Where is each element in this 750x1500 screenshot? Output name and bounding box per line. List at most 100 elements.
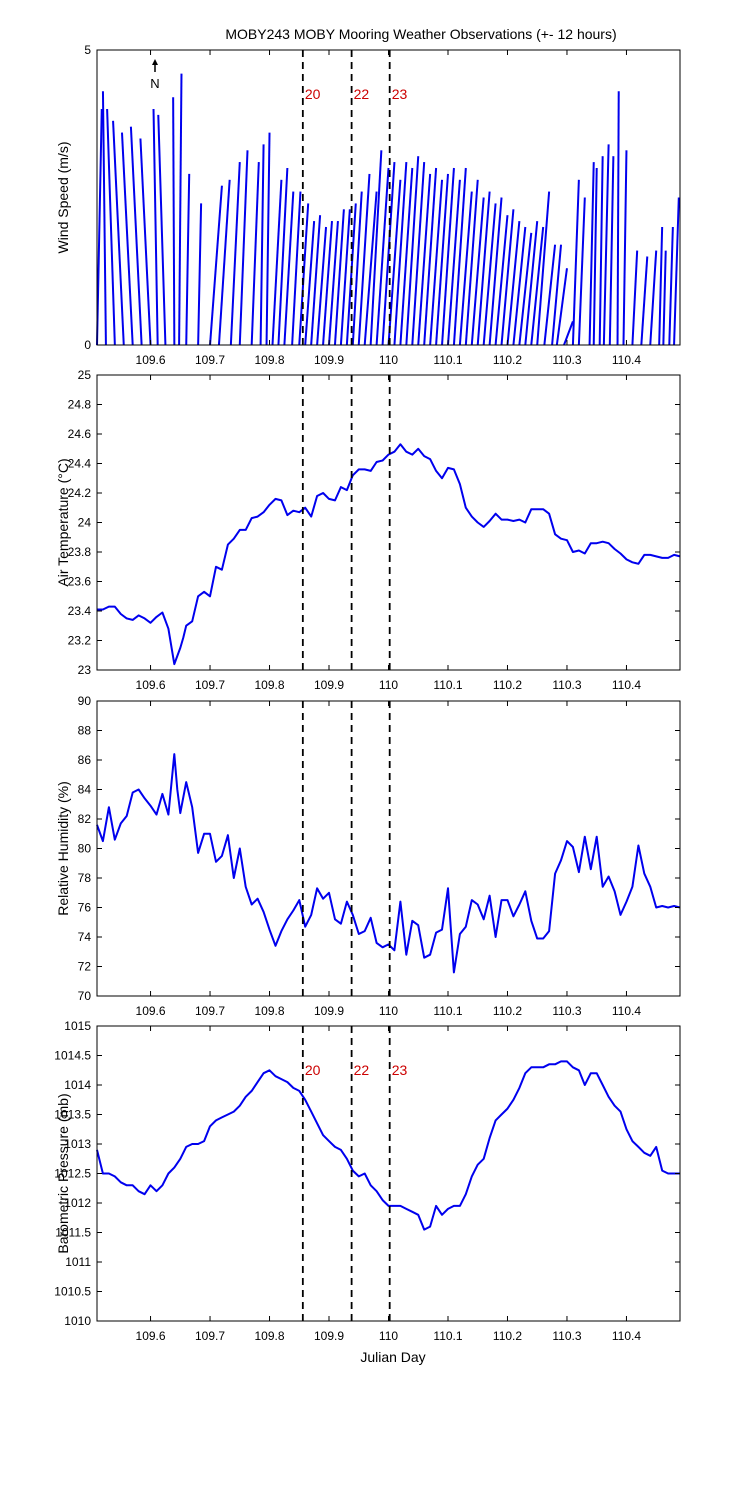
wind-stick-6 — [139, 138, 152, 346]
wind-speed-plot-area — [97, 50, 680, 345]
relative-humidity-xtick-label: 110.2 — [493, 1004, 522, 1018]
air-temperature-ylabel: Air Temperature (°C) — [55, 458, 71, 586]
air-temperature-ytick-label: 24.4 — [68, 457, 92, 471]
air-temperature-ytick-label: 25 — [78, 368, 92, 382]
barometric-pressure-plot-area — [97, 1026, 680, 1321]
wind-stick-14 — [217, 179, 231, 346]
air-temperature-ytick-label: 23.6 — [68, 575, 92, 589]
wind-stick-5 — [129, 126, 143, 346]
wind-stick-74 — [602, 144, 610, 346]
barometric-pressure-ytick-label: 1010.5 — [54, 1285, 91, 1299]
wind-stick-62 — [524, 221, 539, 346]
barometric-pressure-series-line — [96, 1060, 680, 1231]
north-label: N — [150, 76, 159, 91]
relative-humidity-ytick-label: 90 — [78, 694, 92, 708]
wind-stick-45 — [423, 167, 438, 346]
wind-stick-4 — [120, 132, 134, 346]
wind-stick-76 — [616, 91, 620, 346]
wind-stick-66 — [551, 244, 563, 346]
relative-humidity-xtick-label: 109.6 — [136, 1004, 166, 1018]
barometric-pressure-xtick-label: 109.6 — [136, 1329, 166, 1343]
wind-stick-23 — [291, 191, 302, 346]
wind-stick-22 — [283, 191, 295, 346]
wind-stick-41 — [399, 167, 414, 346]
air-temperature-ytick-label: 23.4 — [68, 604, 92, 618]
barometric-pressure-ytick-label: 1011 — [65, 1255, 91, 1269]
air-temperature-xtick-label: 110.1 — [433, 678, 462, 692]
barometric-pressure-ylabel: Barometric Pressure (mb) — [55, 1093, 71, 1253]
wind-speed-panel: N 20 22 23 0 5 109.6 109.7 109.8 109.9 110 110.1 110… — [55, 43, 681, 367]
wind-stick-2 — [106, 108, 116, 346]
barometric-pressure-xtick-label: 110.2 — [493, 1329, 522, 1343]
air-temperature-ytick-label: 24.8 — [68, 398, 92, 412]
wind-stick-65 — [543, 244, 557, 346]
relative-humidity-ytick-label: 88 — [78, 724, 92, 738]
relative-humidity-ytick-label: 86 — [78, 753, 92, 767]
wind-stick-52 — [464, 179, 479, 346]
relative-humidity-ytick-label: 70 — [78, 989, 92, 1003]
air-temperature-xtick-label: 110.4 — [612, 678, 641, 692]
relative-humidity-series-line — [96, 753, 681, 974]
wind-speed-ytick-label: 0 — [84, 338, 91, 352]
wind-stick-64 — [536, 191, 551, 346]
wind-stick-30 — [333, 209, 345, 346]
figure-title: MOBY243 MOBY Mooring Weather Observation… — [225, 26, 616, 42]
wind-stick-56 — [488, 197, 503, 346]
wind-stick-78 — [631, 250, 639, 346]
relative-humidity-xtick-label: 109.8 — [255, 1004, 285, 1018]
air-temperature-ytick-label: 23.8 — [68, 545, 92, 559]
wind-stick-31 — [339, 209, 351, 346]
wind-speed-xtick-label: 109.7 — [195, 353, 225, 367]
barometric-pressure-ytick-label: 1014 — [64, 1078, 91, 1092]
wind-stick-7 — [152, 108, 159, 346]
wind-stick-38 — [381, 162, 396, 346]
relative-humidity-xtick-label: 110 — [379, 1004, 398, 1018]
wind-speed-xtick-label: 109.6 — [136, 353, 166, 367]
wind-stick-75 — [608, 156, 615, 346]
event-marker-label-22: 22 — [354, 86, 370, 102]
barometric-pressure-ytick-label: 1013.5 — [54, 1108, 91, 1122]
event-marker-label-23: 23 — [392, 86, 408, 102]
wind-stick-70 — [577, 197, 586, 346]
wind-stick-15 — [229, 162, 241, 346]
wind-stick-81 — [658, 226, 664, 346]
wind-speed-xtick-label: 110.2 — [493, 353, 522, 367]
wind-speed-xtick-label: 110.1 — [433, 353, 462, 367]
relative-humidity-ytick-label: 82 — [78, 812, 92, 826]
wind-stick-3 — [112, 120, 125, 346]
relative-humidity-plot-area — [97, 701, 680, 996]
wind-stick-55 — [482, 203, 497, 346]
wind-stick-79 — [640, 256, 649, 346]
barometric-pressure-panel: 20 22 23 1010 1010.5 1011 1011.5 1012 1012.5 1013… — [54, 1019, 681, 1343]
wind-stick-26 — [310, 215, 322, 346]
wind-stick-20 — [271, 179, 283, 346]
wind-speed-ylabel: Wind Speed (m/s) — [55, 141, 71, 253]
wind-stick-27 — [316, 226, 328, 346]
wind-stick-21 — [277, 167, 289, 346]
north-arrow-head-icon — [152, 59, 158, 65]
air-temperature-ytick-label: 24 — [78, 516, 92, 530]
barometric-pressure-ytick-label: 1015 — [64, 1019, 91, 1033]
wind-stick-51 — [458, 191, 473, 346]
barometric-pressure-xtick-label: 109.7 — [195, 1329, 225, 1343]
wind-stick-50 — [452, 167, 467, 346]
barometric-pressure-ytick-label: 1012 — [64, 1196, 91, 1210]
barometric-pressure-xtick-label: 110.3 — [552, 1329, 581, 1343]
air-temperature-xtick-label: 109.8 — [255, 678, 285, 692]
relative-humidity-xtick-label: 110.1 — [433, 1004, 462, 1018]
wind-speed-xtick-label: 109.9 — [314, 353, 344, 367]
wind-stick-10 — [178, 73, 183, 346]
wind-stick-72 — [592, 167, 598, 346]
wind-stick-35 — [363, 191, 378, 346]
barometric-pressure-xtick-label: 110.1 — [433, 1329, 462, 1343]
wind-stick-68 — [563, 321, 574, 346]
wind-stick-19 — [265, 132, 271, 346]
wind-stick-33 — [351, 191, 363, 346]
x-axis-label: Julian Day — [360, 1349, 425, 1365]
barometric-pressure-ytick-label: 1010 — [64, 1314, 91, 1328]
air-temperature-ytick-label: 24.6 — [68, 427, 92, 441]
relative-humidity-ytick-label: 78 — [78, 871, 92, 885]
air-temperature-ytick-label: 23.2 — [68, 634, 92, 648]
relative-humidity-ytick-label: 76 — [78, 901, 92, 915]
